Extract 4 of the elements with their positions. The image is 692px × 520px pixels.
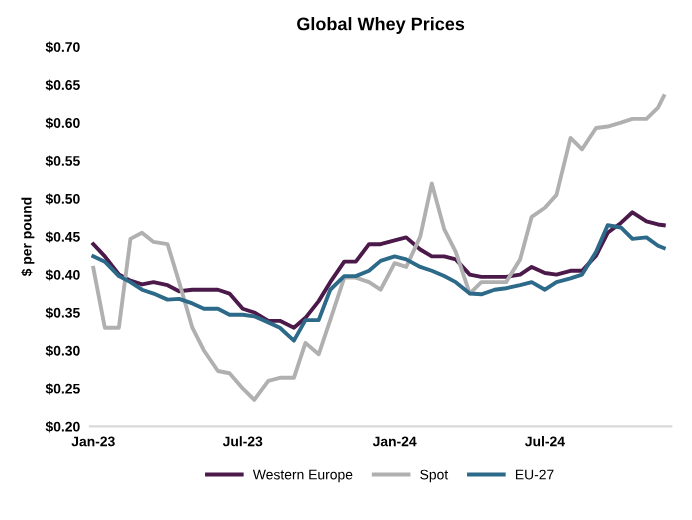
line-series (91, 223, 666, 343)
chart-title: Global Whey Prices (297, 17, 465, 34)
line-series (91, 210, 666, 330)
line-series (91, 94, 666, 402)
